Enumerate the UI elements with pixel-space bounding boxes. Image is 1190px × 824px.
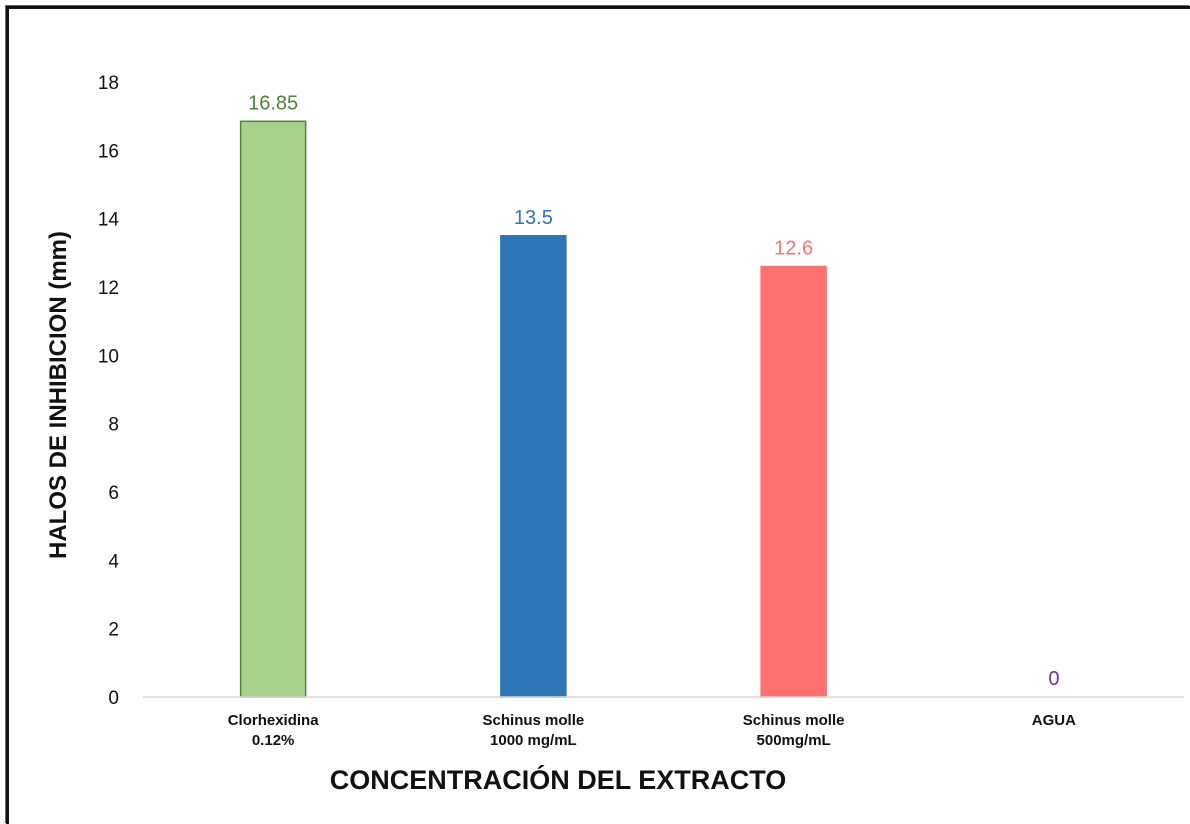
data-labels: 16.85 13.5 12.6 0 [248, 92, 1059, 690]
data-label: 16.85 [248, 92, 298, 114]
y-tick-label: 10 [98, 346, 119, 367]
category-label: 0.12% [252, 732, 295, 749]
y-tick-label: 12 [98, 278, 119, 299]
category-label: Clorhexidina [228, 712, 320, 729]
data-label: 12.6 [774, 238, 813, 260]
y-tick-label: 8 [108, 415, 119, 436]
data-label: 13.5 [514, 207, 553, 229]
bar [500, 235, 567, 698]
y-axis-ticks: 0 2 4 6 8 10 12 14 16 18 [98, 73, 120, 709]
y-tick-label: 14 [98, 210, 120, 231]
category-label: 1000 mg/mL [490, 732, 577, 749]
y-tick-label: 6 [108, 483, 119, 504]
x-axis-title: CONCENTRACIÓN DEL EXTRACTO [330, 764, 787, 795]
category-label: AGUA [1032, 712, 1076, 729]
bar [239, 120, 307, 698]
category-labels: Clorhexidina 0.12% Schinus molle 1000 mg/mL… [228, 712, 1076, 749]
bar [760, 265, 827, 698]
y-tick-label: 4 [108, 551, 119, 572]
category-label: 500mg/mL [757, 732, 831, 749]
y-tick-label: 18 [98, 73, 119, 94]
category-label: Schinus molle [743, 712, 845, 729]
bars [239, 120, 827, 698]
y-tick-label: 16 [98, 141, 119, 162]
chart-frame [6, 6, 1190, 824]
y-axis-title: HALOS DE INHIBICION (mm) [45, 231, 72, 559]
y-tick-label: 0 [108, 688, 119, 709]
category-label: Schinus molle [483, 712, 585, 729]
y-tick-label: 2 [108, 620, 119, 641]
data-label: 0 [1048, 668, 1059, 690]
